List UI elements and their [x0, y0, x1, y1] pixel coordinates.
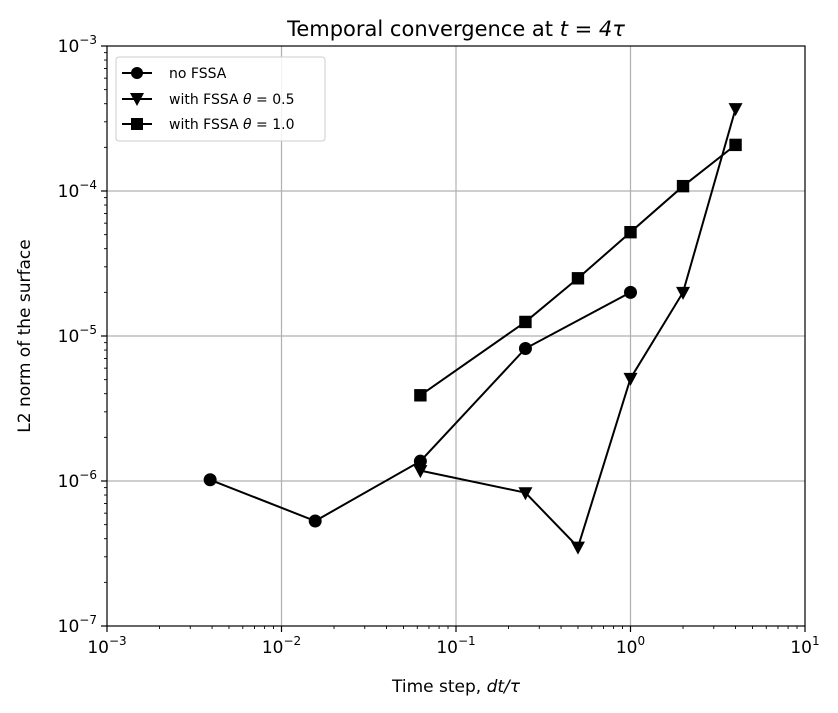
x-tick-label: 10−3	[87, 634, 126, 658]
legend-label-fssa-05: with FSSA θ = 0.5	[169, 92, 295, 108]
x-axis-label: Time step, dt/τ	[391, 677, 521, 697]
x-tick-label: 100	[616, 634, 645, 658]
data-point-square	[571, 272, 585, 285]
data-point-square	[414, 389, 427, 402]
data-point-circle	[413, 454, 427, 468]
data-point-triangle-down	[623, 372, 638, 386]
x-tick-label: 10−1	[436, 634, 475, 658]
data-point-triangle-down	[676, 286, 691, 300]
legend-label-no-fssa: no FSSA	[169, 66, 227, 82]
series-line	[419, 144, 737, 397]
legend-marker-circle	[131, 67, 143, 79]
legend-marker-square	[131, 118, 143, 130]
data-point-triangle-down	[518, 487, 533, 501]
data-point-square	[519, 315, 532, 329]
legend-entry-fssa-10: with FSSA θ = 1.0	[122, 117, 295, 133]
data-point-square	[729, 138, 742, 152]
series-line	[420, 108, 737, 550]
series-0	[203, 285, 637, 528]
data-point-circle	[203, 473, 217, 487]
y-axis-label: L2 norm of the surface	[15, 239, 35, 432]
x-tick-label: 10−2	[262, 634, 301, 658]
data-point-triangle-down	[413, 465, 428, 479]
chart-title-math: t = 4τ	[560, 17, 626, 41]
chart-title: Temporal convergence at t = 4τ	[286, 17, 625, 41]
y-tick-label: 10−5	[58, 323, 97, 347]
data-point-circle	[518, 341, 532, 355]
x-axis-label-math: dt/τ	[487, 677, 521, 697]
legend-box	[115, 56, 326, 142]
y-tick-label: 10−7	[58, 613, 97, 637]
data-point-circle	[308, 514, 322, 528]
data-point-square	[676, 179, 690, 193]
legend: no FSSA with FSSA θ = 0.5 with FSSA θ = …	[115, 56, 326, 142]
legend-marker-triangle-down	[130, 93, 144, 106]
legend-label-fssa-10: with FSSA θ = 1.0	[169, 117, 295, 133]
data-point-circle	[624, 285, 637, 299]
x-tick-label: 101	[790, 634, 819, 658]
y-tick-label: 10−6	[58, 468, 97, 492]
series-1	[413, 103, 743, 555]
y-tick-label: 10−4	[58, 178, 97, 202]
ticks: 10−3 10−2 10−1 100 101 10−7 10−6 10−5 10−4 10−3	[58, 33, 820, 658]
series-2	[414, 138, 742, 402]
data-point-triangle-down	[570, 541, 585, 555]
legend-entry-fssa-05: with FSSA θ = 0.5	[122, 92, 295, 108]
y-tick-label: 10−3	[58, 33, 97, 57]
data-point-triangle-down	[728, 103, 743, 117]
series-layer	[203, 103, 743, 555]
legend-entry-no-fssa: no FSSA	[122, 66, 227, 82]
data-point-square	[624, 225, 637, 239]
